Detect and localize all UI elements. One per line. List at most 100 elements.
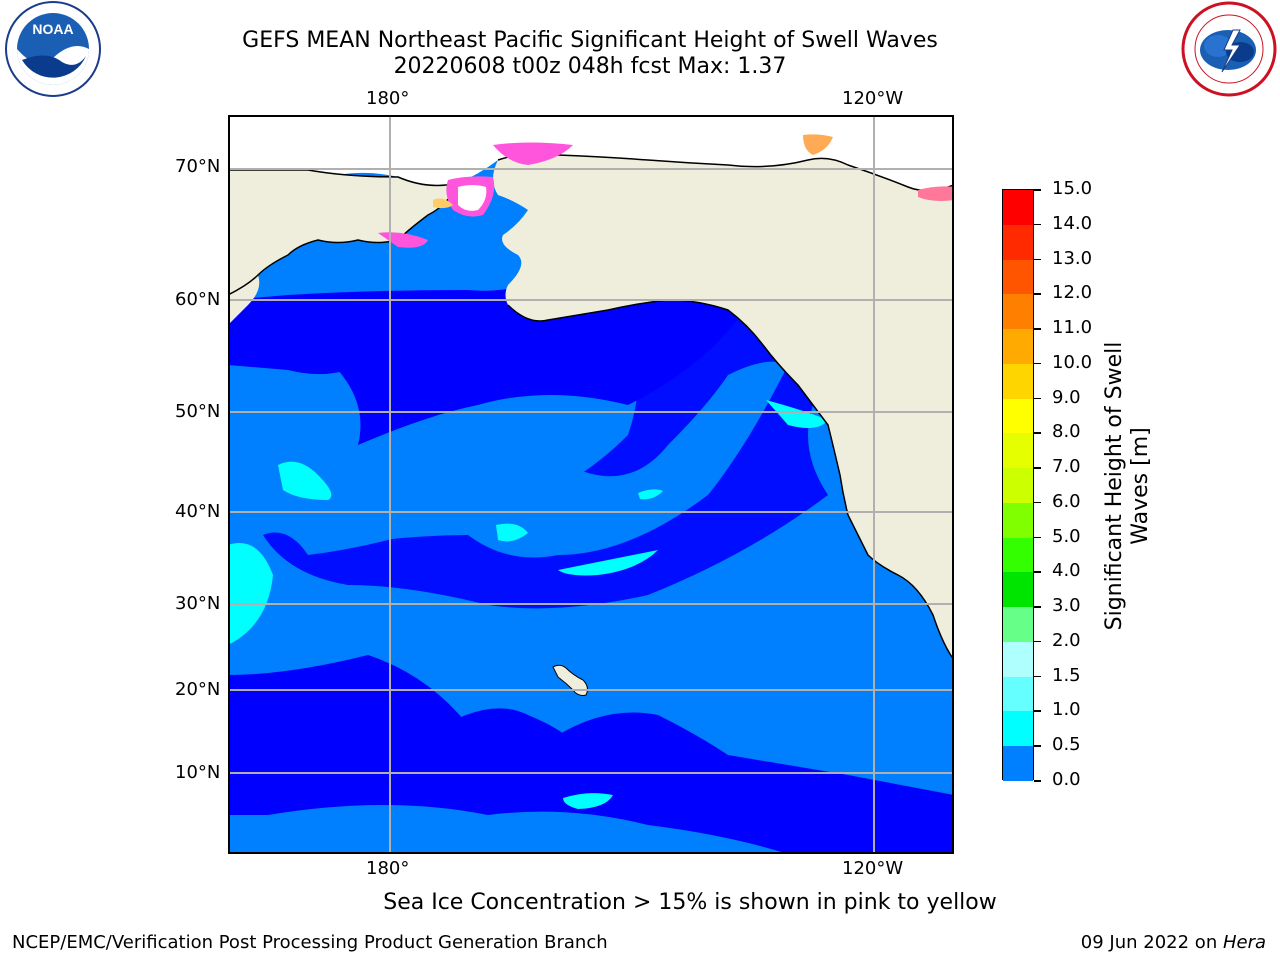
colorbar-tick-label: 13.0 [1052, 247, 1093, 269]
colorbar-segment [1003, 259, 1033, 295]
colorbar-segment [1003, 537, 1033, 573]
colorbar-tick-label: 8.0 [1052, 421, 1081, 443]
colorbar-tick-mark [1034, 745, 1041, 747]
colorbar-tick-label: 10.0 [1052, 351, 1093, 373]
lat-label-40n: 40°N [175, 501, 221, 522]
colorbar [1002, 189, 1034, 782]
map-frame [228, 115, 954, 854]
ocean-high-patch-3 [558, 550, 658, 576]
colorbar-tick-mark [1034, 780, 1041, 782]
colorbar-segment [1003, 676, 1033, 712]
coastline-pacific-na [507, 299, 954, 661]
noaa-logo-text: NOAA [32, 21, 73, 37]
colorbar-tick-mark [1034, 258, 1041, 261]
colorbar-tick-label: 14.0 [1052, 212, 1093, 234]
nws-logo [1181, 1, 1277, 97]
colorbar-tick-mark [1034, 501, 1041, 504]
ocean-high-patch-5 [563, 793, 613, 809]
ocean-high-west [228, 543, 273, 645]
colorbar-segment [1003, 329, 1033, 365]
colorbar-tick-label: 0.5 [1052, 734, 1081, 756]
ocean-hawaii-low [428, 708, 608, 785]
colorbar-tick-label: 3.0 [1052, 595, 1081, 617]
lat-label-60n: 60°N [175, 289, 221, 310]
colorbar-tick-mark [1034, 293, 1041, 295]
colorbar-tick-label: 4.0 [1052, 560, 1081, 582]
ocean-south-low [228, 655, 954, 854]
colorbar-tick-mark [1034, 397, 1041, 400]
colorbar-tick-label: 12.0 [1052, 282, 1093, 304]
colorbar-tick-mark [1034, 571, 1041, 573]
lat-label-70n: 70°N [175, 156, 221, 177]
colorbar-segment [1003, 711, 1033, 747]
lat-label-50n: 50°N [175, 401, 221, 422]
colorbar-tick-label: 0.0 [1052, 769, 1081, 790]
footer-producer: NCEP/EMC/Verification Post Processing Pr… [12, 932, 608, 953]
colorbar-segment [1003, 502, 1033, 539]
colorbar-tick-mark [1034, 432, 1041, 434]
footer-machine: Hera [1222, 932, 1266, 953]
gridlines [228, 115, 954, 854]
colorbar-segment [1003, 607, 1033, 643]
map-subtitle: 20220608 t00z 048h fcst Max: 1.37 [393, 54, 787, 79]
colorbar-tick-label: 6.0 [1052, 490, 1081, 512]
colorbar-tick-label: 5.0 [1052, 525, 1081, 547]
lon-label-top-120w: 120°W [842, 88, 904, 109]
sea-ice-5 [918, 186, 954, 201]
colorbar-tick-label: 11.0 [1052, 317, 1093, 339]
colorbar-segment [1003, 398, 1033, 434]
colorbar-tick-label: 15.0 [1052, 178, 1093, 199]
lat-label-10n: 10°N [175, 762, 221, 783]
colorbar-segment [1003, 433, 1033, 469]
land-siberia [228, 170, 458, 295]
lat-label-30n: 30°N [175, 593, 221, 614]
colorbar-tick-mark [1034, 536, 1041, 539]
colorbar-label: Significant Height of Swell Waves [m] [1102, 341, 1153, 631]
sea-ice-note: Sea Ice Concentration > 15% is shown in … [383, 890, 997, 915]
colorbar-segment [1003, 746, 1033, 782]
lon-label-bottom-120w: 120°W [842, 858, 904, 879]
colorbar-tick-mark [1034, 467, 1041, 469]
sea-ice-1 [493, 142, 573, 165]
map-title: GEFS MEAN Northeast Pacific Significant … [242, 28, 938, 53]
sea-ice-6 [433, 198, 453, 209]
colorbar-tick-mark [1034, 675, 1041, 678]
colorbar-segment [1003, 572, 1033, 608]
map-panel [228, 115, 954, 854]
coastline-siberia [228, 169, 460, 296]
ocean-mid-band [254, 361, 788, 558]
colorbar-tick-mark [1034, 328, 1041, 330]
ocean-high-patch-6 [766, 400, 828, 429]
ocean-south-mid [228, 805, 788, 854]
ocean-mid-low [263, 229, 848, 609]
colorbar-tick-label: 1.0 [1052, 699, 1081, 721]
colorbar-tick-mark [1034, 606, 1041, 608]
colorbar-tick-label: 7.0 [1052, 456, 1081, 478]
colorbar-segment [1003, 468, 1033, 504]
colorbar-segment [1003, 641, 1033, 678]
ocean-high-patch-2 [496, 523, 528, 542]
footer-date: 09 Jun 2022 on Hera [1080, 932, 1266, 953]
ocean-high-patch-1 [278, 461, 332, 500]
colorbar-tick-label: 1.5 [1052, 664, 1081, 686]
colorbar-segment [1003, 224, 1033, 260]
coastline-arctic-alaska [497, 152, 954, 192]
sea-ice-open-1 [458, 185, 487, 211]
lon-label-bottom-180: 180° [366, 858, 410, 879]
lat-label-20n: 20°N [175, 679, 221, 700]
sea-ice-4 [803, 134, 833, 155]
land-hawaii [552, 664, 588, 696]
colorbar-tick-mark [1034, 710, 1041, 712]
colorbar-tick-mark [1034, 640, 1041, 643]
colorbar-tick-mark [1034, 223, 1041, 226]
colorbar-segment [1003, 363, 1033, 400]
ocean-high-patch-4 [638, 489, 663, 500]
land-alaska-canada [493, 153, 954, 661]
colorbar-segment [1003, 190, 1033, 226]
colorbar-tick-mark [1034, 362, 1041, 365]
noaa-logo: NOAA [5, 1, 101, 97]
arctic-region [228, 115, 954, 191]
colorbar-tick-mark [1034, 189, 1041, 191]
lon-label-top-180: 180° [366, 88, 410, 109]
colorbar-tick-label: 9.0 [1052, 386, 1081, 408]
